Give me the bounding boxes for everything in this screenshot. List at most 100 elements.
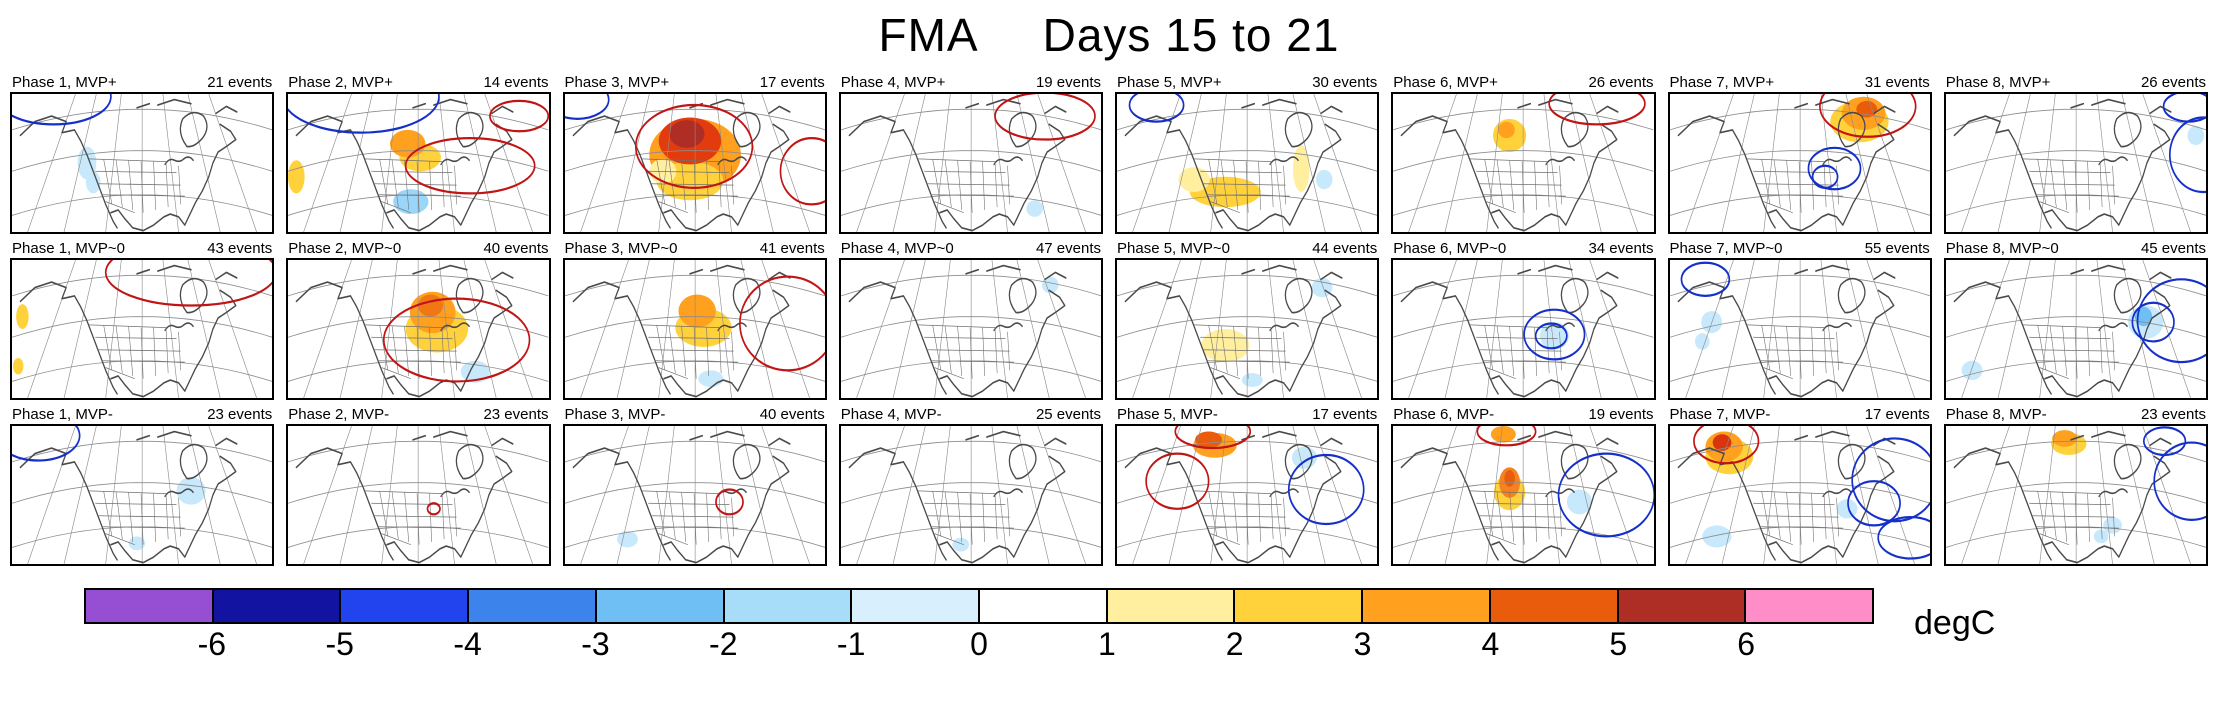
panel-header: Phase 5, MVP~0 44 events bbox=[1115, 240, 1379, 258]
panel-header: Phase 4, MVP- 25 events bbox=[839, 406, 1103, 424]
panel-events-count: 23 events bbox=[207, 406, 273, 423]
cool-contour bbox=[1680, 261, 1730, 297]
panel-header: Phase 1, MVP- 23 events bbox=[10, 406, 274, 424]
colorbar-tick-label: -3 bbox=[581, 626, 610, 662]
cool-contour bbox=[1846, 480, 1901, 527]
anomaly-shading bbox=[697, 370, 723, 387]
panel-label: Phase 7, MVP~0 bbox=[1669, 240, 1783, 257]
anomaly-shading bbox=[1694, 333, 1710, 350]
anomaly-shading bbox=[85, 171, 101, 194]
cool-contour bbox=[1128, 94, 1185, 123]
anomaly-shading-layer bbox=[616, 530, 638, 548]
panel-header: Phase 5, MVP- 17 events bbox=[1115, 406, 1379, 424]
map-panel: Phase 6, MVP+ 26 events bbox=[1391, 74, 1656, 234]
panel-header: Phase 7, MVP- 17 events bbox=[1668, 406, 1932, 424]
anomaly-map bbox=[10, 258, 275, 400]
panel-events-count: 44 events bbox=[1312, 240, 1378, 257]
anomaly-shading bbox=[1178, 167, 1210, 192]
warm-contour bbox=[426, 502, 442, 516]
map-panel: Phase 4, MVP+ 19 events bbox=[838, 74, 1103, 234]
anomaly-map bbox=[1115, 424, 1380, 566]
panel-header: Phase 6, MVP~0 34 events bbox=[1391, 240, 1655, 258]
colorbar-tick-label: 4 bbox=[1481, 626, 1500, 662]
panel-label: Phase 6, MVP+ bbox=[1393, 74, 1498, 91]
warm-contour bbox=[1145, 452, 1210, 510]
colorbar-tick-label: -5 bbox=[325, 626, 354, 662]
panel-label: Phase 8, MVP~0 bbox=[1945, 240, 2059, 257]
anomaly-shading bbox=[1712, 434, 1731, 451]
anomaly-shading bbox=[1026, 200, 1043, 217]
warm-contour bbox=[994, 94, 1096, 141]
panel-label: Phase 8, MVP- bbox=[1945, 406, 2047, 423]
cool-contour bbox=[1287, 453, 1365, 526]
panel-events-count: 19 events bbox=[1035, 74, 1101, 91]
map-panel: Phase 2, MVP- 23 events bbox=[286, 406, 551, 566]
panel-header: Phase 8, MVP~0 45 events bbox=[1944, 240, 2208, 258]
anomaly-shading-layer bbox=[1201, 277, 1333, 387]
anomaly-map bbox=[1391, 92, 1656, 234]
anomaly-shading bbox=[461, 360, 491, 383]
colorbar-tick-label: -6 bbox=[197, 626, 227, 662]
panel-events-count: 47 events bbox=[1035, 240, 1101, 257]
contour-layer bbox=[426, 502, 442, 516]
contour-layer bbox=[1548, 94, 1646, 126]
panel-label: Phase 8, MVP+ bbox=[1945, 74, 2051, 91]
colorbar-segment bbox=[1618, 590, 1747, 622]
cool-contour bbox=[1807, 146, 1861, 191]
contour-layer bbox=[1145, 426, 1365, 526]
colorbar-segment bbox=[852, 590, 981, 622]
colorbar-segment bbox=[596, 590, 725, 622]
colorbar-segment bbox=[469, 590, 597, 622]
map-panel: Phase 5, MVP+ 30 events bbox=[1115, 74, 1380, 234]
panel-header: Phase 2, MVP- 23 events bbox=[286, 406, 550, 424]
anomaly-shading bbox=[16, 304, 29, 329]
anomaly-map bbox=[286, 258, 551, 400]
panel-label: Phase 7, MVP- bbox=[1669, 406, 1771, 423]
panel-label: Phase 6, MVP~0 bbox=[1393, 240, 1507, 257]
contour-layer bbox=[2142, 426, 2206, 521]
anomaly-shading bbox=[952, 537, 969, 552]
warm-contour bbox=[634, 103, 753, 189]
anomaly-shading bbox=[677, 294, 716, 328]
panel-events-count: 34 events bbox=[1588, 240, 1654, 257]
panel-header: Phase 3, MVP- 40 events bbox=[563, 406, 827, 424]
contour-layer bbox=[714, 488, 744, 516]
panel-grid: Phase 1, MVP+ 21 events Phase 2, MVP+ 14 ev… bbox=[10, 74, 2208, 566]
colorbar-segment bbox=[724, 590, 853, 622]
anomaly-shading-layer bbox=[13, 304, 29, 375]
anomaly-shading bbox=[1315, 169, 1333, 190]
cool-contour bbox=[2153, 441, 2206, 521]
colorbar-segment bbox=[1746, 590, 1873, 622]
anomaly-shading-layer bbox=[1026, 200, 1043, 217]
panel-label: Phase 3, MVP~0 bbox=[564, 240, 678, 257]
anomaly-shading bbox=[1241, 373, 1263, 387]
contour-layer bbox=[1523, 308, 1586, 361]
contour-layer bbox=[2162, 94, 2206, 194]
anomaly-shading bbox=[418, 294, 444, 317]
panel-header: Phase 8, MVP- 23 events bbox=[1944, 406, 2208, 424]
panel-label: Phase 4, MVP~0 bbox=[840, 240, 954, 257]
colorbar-tick-label: 2 bbox=[1225, 626, 1244, 662]
anomaly-shading bbox=[1836, 499, 1857, 519]
anomaly-map bbox=[1667, 92, 1932, 234]
panel-header: Phase 5, MVP+ 30 events bbox=[1115, 74, 1379, 92]
map-panel: Phase 5, MVP~0 44 events bbox=[1115, 240, 1380, 400]
contour-layer bbox=[1680, 261, 1730, 297]
colorbar-ticks: -6 -5 -4 -3 -2 -1 0 1 2 3 4 5 6 bbox=[84, 624, 1874, 666]
anomaly-shading-layer bbox=[2050, 430, 2122, 544]
anomaly-shading bbox=[390, 129, 426, 158]
anomaly-map bbox=[1115, 92, 1380, 234]
panel-header: Phase 7, MVP+ 31 events bbox=[1668, 74, 1932, 92]
contour-layer bbox=[104, 260, 273, 307]
panel-events-count: 21 events bbox=[207, 74, 273, 91]
anomaly-map bbox=[1667, 424, 1932, 566]
panel-events-count: 23 events bbox=[2140, 406, 2206, 423]
anomaly-map bbox=[286, 424, 551, 566]
panel-label: Phase 2, MVP~0 bbox=[288, 240, 402, 257]
cool-contour bbox=[1811, 164, 1838, 189]
panel-label: Phase 3, MVP- bbox=[564, 406, 666, 423]
anomaly-shading bbox=[393, 189, 429, 215]
panel-header: Phase 6, MVP+ 26 events bbox=[1391, 74, 1655, 92]
panel-events-count: 17 events bbox=[1312, 406, 1378, 423]
map-panel: Phase 3, MVP+ 17 events bbox=[562, 74, 827, 234]
